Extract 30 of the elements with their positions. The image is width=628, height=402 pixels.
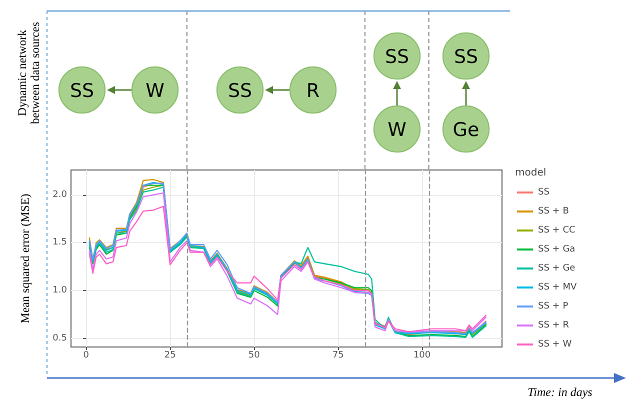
x-tick-label: 50 bbox=[248, 350, 260, 360]
text: Dynamic network between data sources bbox=[15, 22, 42, 124]
x-tick-label: 25 bbox=[164, 350, 176, 360]
legend-label: SS + MV bbox=[538, 282, 578, 292]
network-node: SS bbox=[58, 66, 106, 114]
legend-label: SS + B bbox=[538, 206, 569, 216]
y-axis-title: Mean squared error (MSE) bbox=[18, 194, 32, 324]
legend-label: SS bbox=[538, 188, 550, 198]
legend-label: SS + P bbox=[538, 302, 569, 312]
legend-label: SS + Ga bbox=[538, 244, 576, 254]
legend-label: SS + Ge bbox=[538, 264, 576, 274]
legend-label: SS + CC bbox=[538, 226, 576, 236]
network-node: W bbox=[131, 66, 179, 114]
legend-label: SS + W bbox=[538, 340, 572, 350]
legend-title: model bbox=[515, 168, 546, 178]
x-tick-label: 100 bbox=[413, 350, 431, 360]
network-node: W bbox=[373, 105, 421, 153]
x-tick-label: 75 bbox=[332, 350, 344, 360]
text: Time: in days bbox=[528, 385, 592, 399]
network-node: SS bbox=[373, 32, 421, 80]
network-node: SS bbox=[216, 66, 264, 114]
y-tick-label: 2.0 bbox=[52, 190, 68, 200]
y-tick-label: 0.5 bbox=[52, 333, 67, 344]
network-node: SS bbox=[442, 32, 490, 80]
y-tick-label: 1.0 bbox=[52, 286, 68, 296]
y-tick-label: 1.5 bbox=[52, 238, 67, 248]
network-node: R bbox=[289, 66, 337, 114]
x-tick-label: 0 bbox=[83, 350, 90, 360]
legend-label: SS + R bbox=[538, 320, 569, 330]
network-node: Ge bbox=[442, 105, 490, 153]
